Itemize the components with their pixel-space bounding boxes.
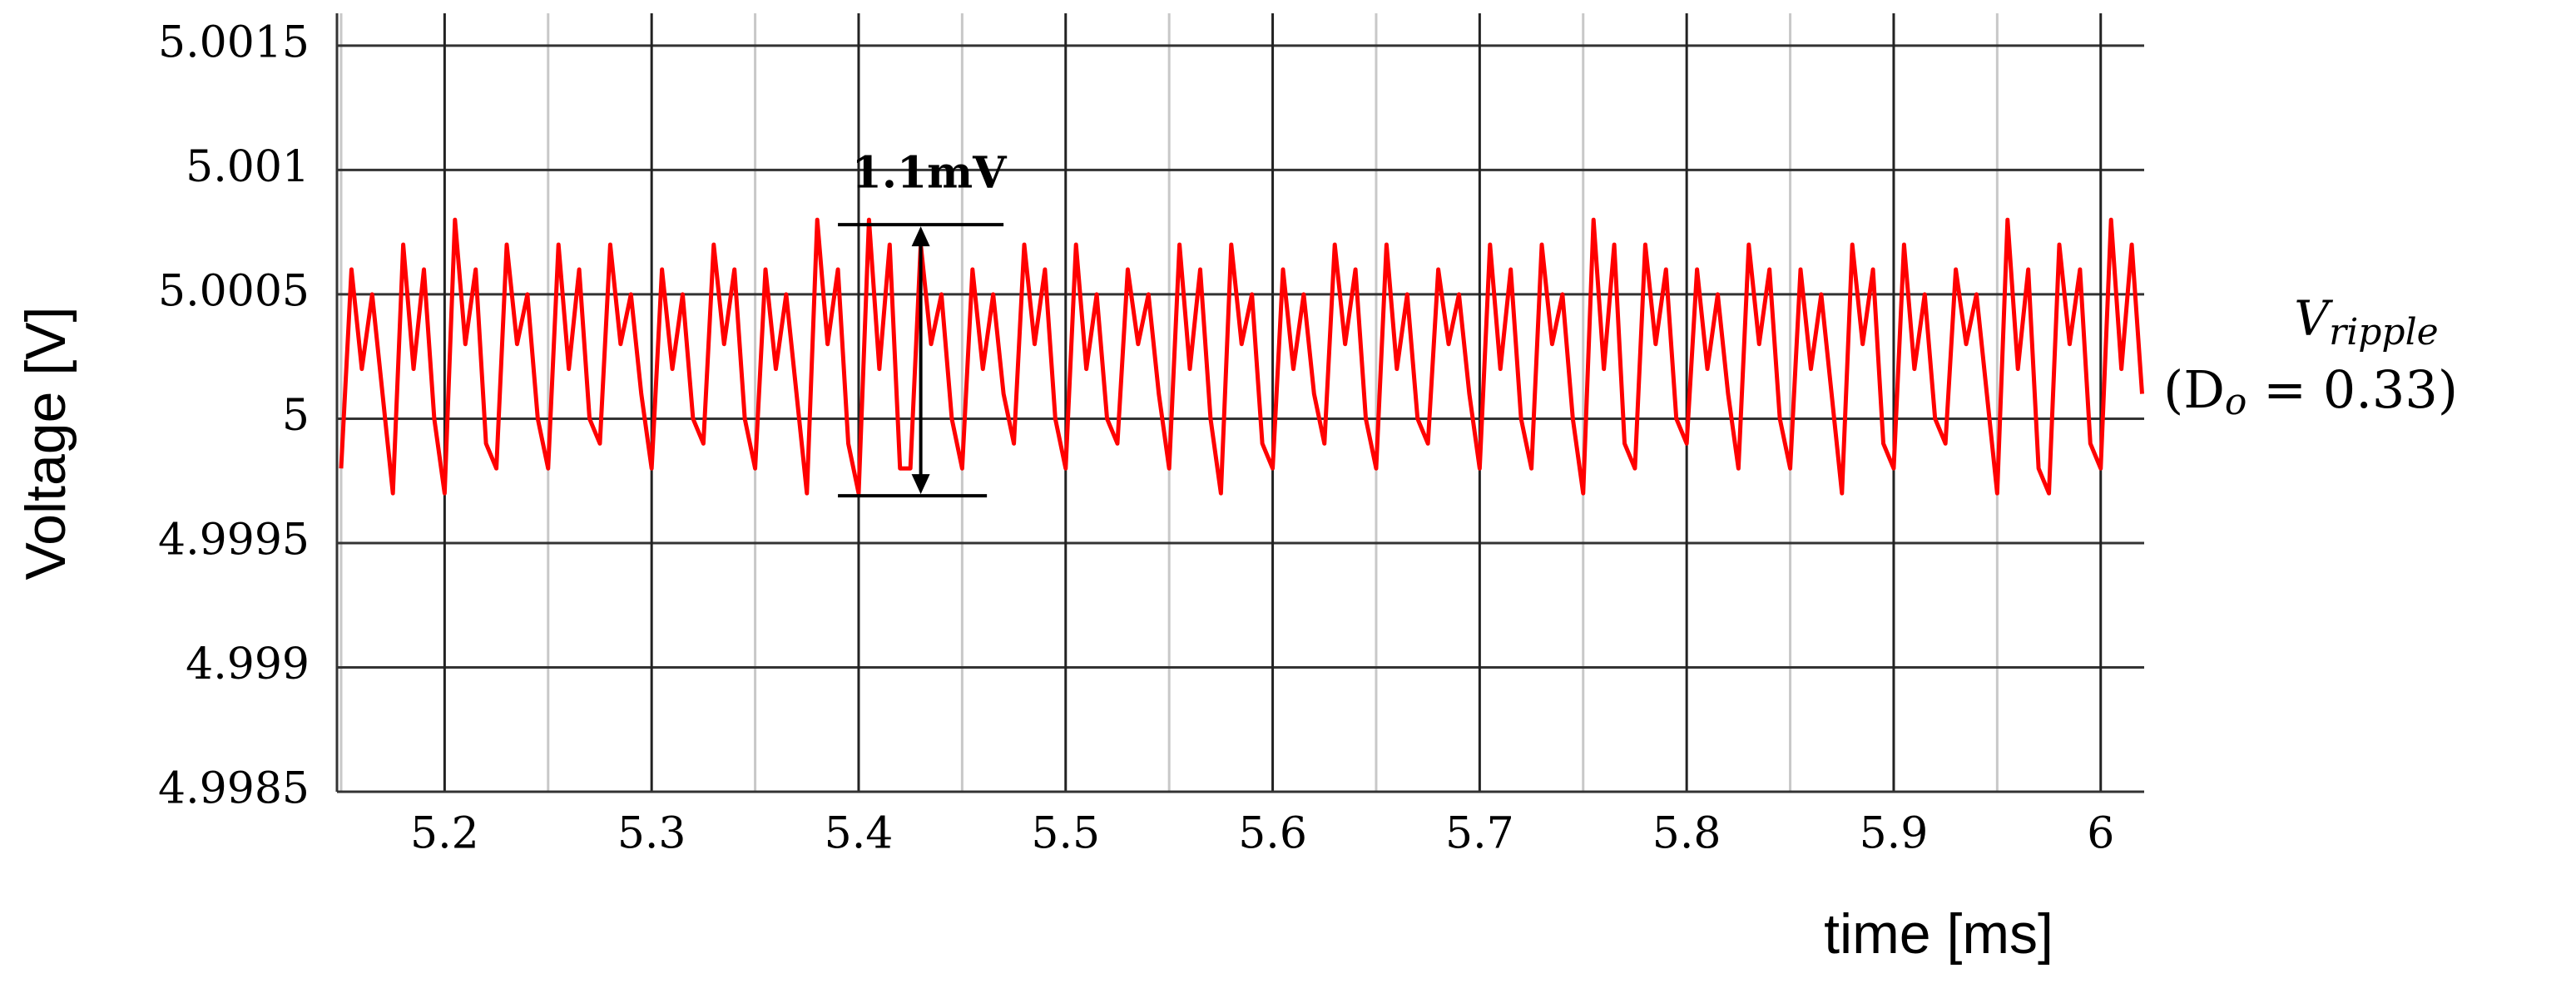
y-tick-label: 5 [282, 391, 310, 441]
side-label-main: V [2294, 290, 2333, 347]
y-axis-title: Voltage [V] [14, 307, 77, 580]
data-line [339, 217, 2145, 496]
x-tick-label: 6 [2087, 809, 2114, 859]
side-label-sub: ripple [2329, 311, 2439, 353]
y-tick-label: 4.9995 [158, 515, 310, 565]
x-tick-label: 5.3 [617, 809, 686, 859]
side-label-rest: = 0.33) [2247, 359, 2458, 420]
x-tick-label: 5.9 [1860, 809, 1929, 859]
side-label-open: (D [2163, 359, 2225, 420]
y-tick-label: 5.0005 [158, 266, 310, 316]
annotation-label: 1.1mV [852, 148, 1008, 199]
arrow-head [911, 226, 930, 247]
y-tick-label: 5.001 [186, 142, 310, 192]
x-axis-title: time [ms] [1824, 902, 2053, 966]
arrow-head [911, 474, 930, 495]
x-tick-label: 5.8 [1652, 809, 1721, 859]
x-tick-label: 5.2 [410, 809, 479, 859]
y-tick-label: 5.0015 [158, 17, 310, 67]
x-tick-label: 5.7 [1445, 809, 1514, 859]
y-tick-label: 4.9985 [158, 764, 310, 814]
side-label: Vripple [2294, 290, 2438, 353]
side-label-sub2: o [2225, 381, 2247, 423]
x-tick-label: 5.4 [825, 809, 894, 859]
side-label-2: (Do = 0.33) [2163, 359, 2458, 422]
x-tick-label: 5.6 [1238, 809, 1307, 859]
y-tick-label: 4.999 [186, 640, 310, 689]
x-tick-label: 5.5 [1031, 809, 1100, 859]
